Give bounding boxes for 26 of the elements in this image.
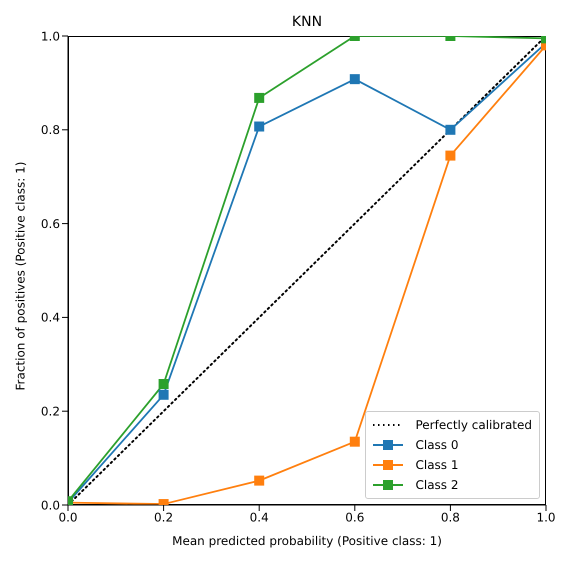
y-tick-label: 0.8 xyxy=(40,123,60,138)
point xyxy=(254,122,264,132)
legend-label: Class 0 xyxy=(415,438,459,452)
x-tick-label: 0.2 xyxy=(154,510,174,525)
x-tick-label: 0.0 xyxy=(58,510,78,525)
point xyxy=(158,390,169,400)
point xyxy=(350,436,360,447)
x-axis-title: Mean predicted probability (Positive class: 1) xyxy=(172,534,442,548)
x-tick-label: 0.6 xyxy=(345,510,364,525)
y-tick-label: 1.0 xyxy=(40,29,60,44)
point xyxy=(445,150,456,161)
y-tick-label: 0.2 xyxy=(40,404,60,418)
x-tick-label: 0.4 xyxy=(250,510,269,525)
point xyxy=(350,74,360,84)
y-tick-label: 0.0 xyxy=(40,498,60,512)
chart-title: KNN xyxy=(290,14,324,30)
legend-label: Class 1 xyxy=(415,458,459,472)
point xyxy=(445,124,456,135)
legend-label: Perfectly calibrated xyxy=(415,418,532,432)
legend-label: Class 2 xyxy=(415,478,459,492)
y-tick-label: 0.4 xyxy=(40,310,60,325)
y-tick-label: 0.6 xyxy=(40,216,60,231)
x-tick-label: 0.8 xyxy=(440,510,460,525)
x-tick-label: 1.0 xyxy=(536,510,556,525)
point xyxy=(254,476,264,486)
y-axis-title: Fraction of positives (Positive class: 1) xyxy=(13,162,28,390)
